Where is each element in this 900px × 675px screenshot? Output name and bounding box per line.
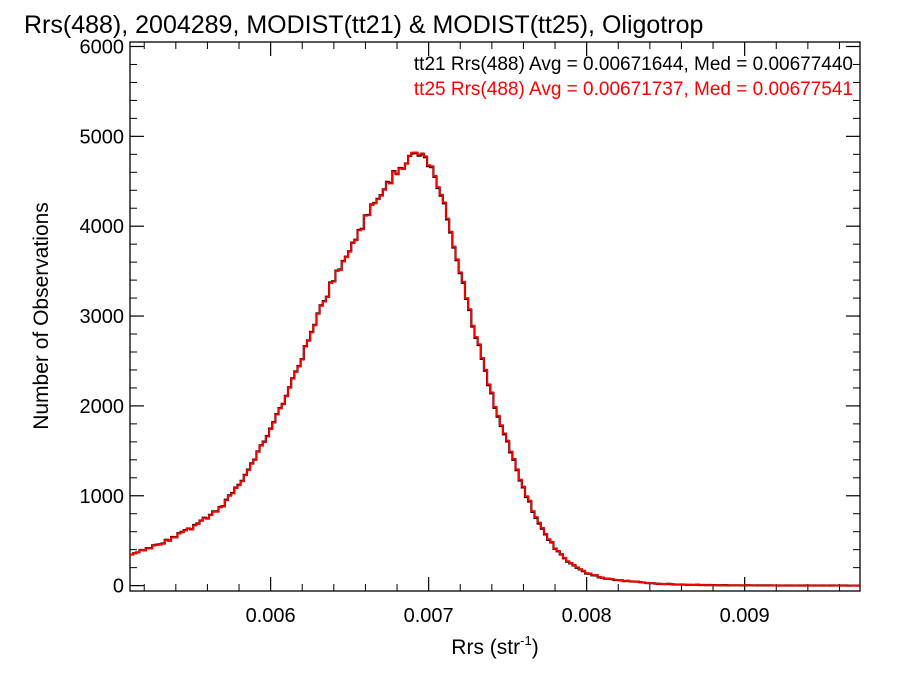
x-tick-label: 0.009: [720, 605, 770, 627]
y-tick-label: 6000: [80, 36, 125, 58]
x-tick-label: 0.008: [562, 605, 612, 627]
series-group: [130, 151, 860, 587]
axis-ticks: [130, 42, 860, 591]
x-tick-label: 0.007: [404, 605, 454, 627]
x-axis-label: Rrs (str-1): [451, 633, 538, 659]
x-axis-label-superscript: -1: [520, 633, 532, 648]
y-tick-label: 0: [113, 576, 124, 598]
x-tick-label: 0.006: [246, 605, 296, 627]
y-tick-label: 4000: [80, 216, 125, 238]
y-tick-label: 2000: [80, 396, 125, 418]
series-line-tt25: [130, 151, 860, 587]
y-tick-label: 1000: [80, 486, 125, 508]
series-line-tt21: [130, 152, 860, 587]
y-tick-label: 3000: [80, 306, 125, 328]
x-axis-label-main: Rrs (str: [451, 636, 520, 659]
y-tick-labels: 0 1000 2000 3000 4000 5000 6000: [80, 36, 125, 597]
chart-title: Rrs(488), 2004289, MODIST(tt21) & MODIST…: [24, 11, 703, 39]
x-tick-labels: 0.006 0.007 0.008 0.009: [246, 605, 770, 627]
legend-entry-tt21: tt21 Rrs(488) Avg = 0.00671644, Med = 0.…: [414, 54, 853, 75]
y-tick-label: 5000: [80, 126, 125, 148]
x-axis-label-suffix: ): [532, 636, 539, 659]
y-axis-label: Number of Observations: [30, 202, 53, 430]
plot-frame: [129, 41, 861, 592]
legend-entry-tt25: tt25 Rrs(488) Avg = 0.00671737, Med = 0.…: [414, 79, 853, 100]
